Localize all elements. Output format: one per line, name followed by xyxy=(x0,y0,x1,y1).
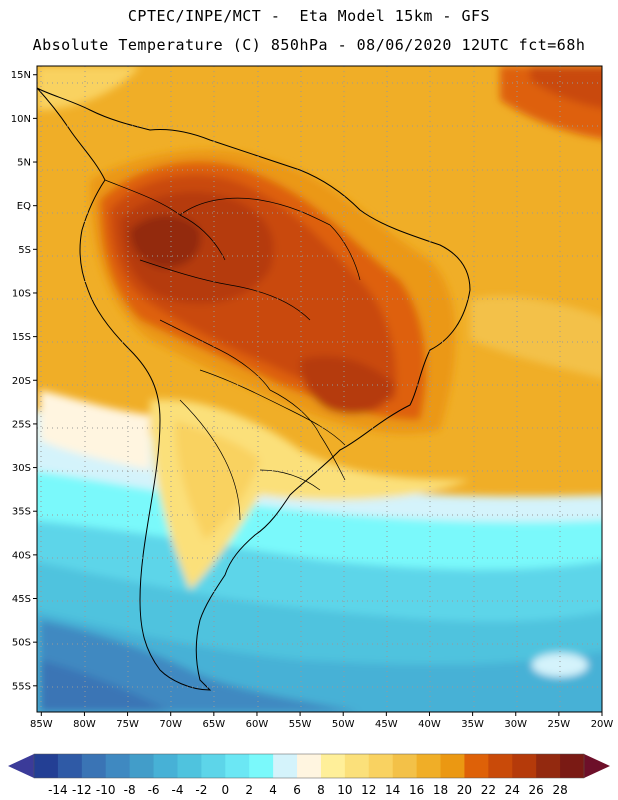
lat-tick-label: EQ xyxy=(17,201,31,212)
colorbar-label: 24 xyxy=(505,783,520,797)
colorbar-cell xyxy=(105,754,131,778)
longitude-labels: 85W 80W 75W 70W 65W 60W 55W 50W 45W 40W 35W 30W 25W 2… xyxy=(30,719,613,730)
lat-tick-label: 20S xyxy=(12,376,31,387)
lat-lon-grid xyxy=(37,66,602,712)
lat-tick-label: 30S xyxy=(12,463,31,474)
colorbar-label: 0 xyxy=(221,783,229,797)
lat-tick-label: 45S xyxy=(12,594,31,605)
lat-tick-label: 35S xyxy=(12,507,31,518)
colorbar-label: 20 xyxy=(457,783,472,797)
colorbar-label: -10 xyxy=(96,783,116,797)
colorbar-label: 22 xyxy=(481,783,496,797)
colorbar-cell xyxy=(177,754,202,778)
colorbar-cell xyxy=(129,754,155,778)
colorbar-label: -8 xyxy=(124,783,136,797)
colorbar-label: 8 xyxy=(317,783,325,797)
colorbar-cell xyxy=(297,754,322,778)
lon-tick-label: 65W xyxy=(203,719,226,730)
axis-ticks xyxy=(33,74,603,716)
lon-tick-label: 40W xyxy=(418,719,441,730)
colorbar-label: 6 xyxy=(293,783,301,797)
colorbar-cell xyxy=(560,754,585,778)
country-borders xyxy=(104,179,361,521)
colorbar-label: 26 xyxy=(529,783,544,797)
colorbar-cell xyxy=(416,754,442,778)
lat-tick-label: 10N xyxy=(11,114,31,125)
colorbar-label: 16 xyxy=(409,783,424,797)
colorbar-under-arrow xyxy=(8,754,34,778)
colorbar-label: 4 xyxy=(269,783,277,797)
lon-tick-label: 35W xyxy=(461,719,484,730)
colorbar-cell xyxy=(320,754,346,778)
lat-tick-label: 15S xyxy=(12,332,31,343)
colorbar-label: 28 xyxy=(552,783,567,797)
colorbar-cell xyxy=(344,754,370,778)
lon-tick-label: 55W xyxy=(289,719,312,730)
lon-tick-label: 20W xyxy=(591,719,614,730)
colorbar-cell xyxy=(249,754,274,778)
colorbar-cell xyxy=(34,754,59,778)
lat-tick-label: 25S xyxy=(12,419,31,430)
lat-tick-label: 10S xyxy=(12,288,31,299)
lon-tick-label: 30W xyxy=(504,719,527,730)
lat-tick-label: 55S xyxy=(12,681,31,692)
lat-tick-label: 5N xyxy=(17,158,31,169)
lon-tick-label: 60W xyxy=(246,719,269,730)
colorbar-label: 10 xyxy=(337,783,352,797)
colorbar-label: -4 xyxy=(171,783,183,797)
colorbar-label: 12 xyxy=(361,783,376,797)
colorbar-over-arrow xyxy=(584,754,610,778)
colorbar-label: -2 xyxy=(195,783,207,797)
colorbar-cell xyxy=(440,754,465,778)
colorbar-cell xyxy=(488,754,513,778)
map-frame xyxy=(36,65,603,713)
colorbar-label: -6 xyxy=(148,783,160,797)
lon-tick-label: 45W xyxy=(375,719,398,730)
lon-tick-label: 75W xyxy=(116,719,139,730)
coastlines xyxy=(37,87,471,691)
lon-tick-label: 50W xyxy=(332,719,355,730)
colorbar-cell xyxy=(392,754,418,778)
colorbar-cell xyxy=(536,754,561,778)
colorbar-label: 2 xyxy=(245,783,253,797)
lon-tick-label: 80W xyxy=(73,719,96,730)
lon-tick-label: 70W xyxy=(159,719,182,730)
temperature-field xyxy=(37,66,602,712)
lat-tick-label: 5S xyxy=(18,245,31,256)
colorbar-cell xyxy=(201,754,226,778)
colorbar: -14 -12 -10 -8 -6 -4 -2 0 2 4 6 8 10 12 14 16 18 20 22 24 26… xyxy=(8,753,610,797)
lon-tick-label: 85W xyxy=(30,719,53,730)
colorbar-cell xyxy=(368,754,394,778)
lon-tick-label: 25W xyxy=(548,719,571,730)
lat-tick-label: 50S xyxy=(12,638,31,649)
lat-tick-label: 40S xyxy=(12,550,31,561)
chart-title: CPTEC/INPE/MCT - Eta Model 15km - GFS xyxy=(127,7,491,25)
colorbar-cell xyxy=(273,754,298,778)
chart-subtitle: Absolute Temperature (C) 850hPa - 08/06/… xyxy=(32,36,586,54)
colorbar-cell xyxy=(464,754,489,778)
colorbar-label: -12 xyxy=(72,783,92,797)
lat-tick-label: 15N xyxy=(11,70,31,81)
colorbar-cell xyxy=(81,754,107,778)
colorbar-label: 14 xyxy=(385,783,400,797)
colorbar-cell xyxy=(225,754,250,778)
colorbar-cell xyxy=(512,754,537,778)
colorbar-cell xyxy=(153,754,178,778)
latitude-labels: 15N 10N 5N EQ 5S 10S 15S 20S 25S 30S 35S 40S 45S 50S 5… xyxy=(11,70,31,692)
colorbar-label: -14 xyxy=(48,783,68,797)
colorbar-cell xyxy=(57,754,83,778)
colorbar-label: 18 xyxy=(433,783,448,797)
